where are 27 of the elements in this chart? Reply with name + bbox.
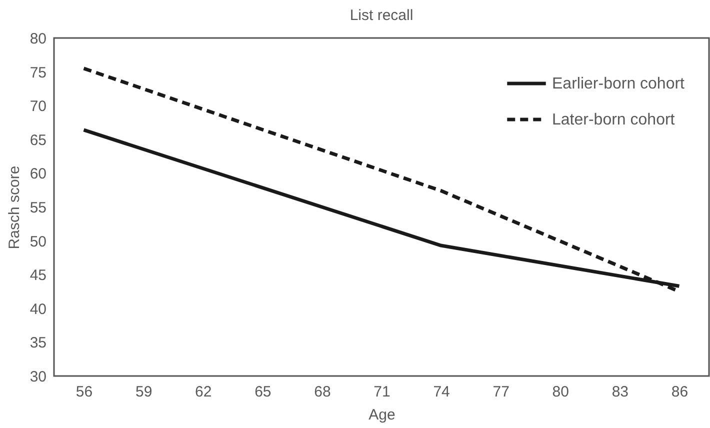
y-tick-label: 65 <box>30 132 46 149</box>
x-tick-label: 68 <box>314 384 331 400</box>
x-tick-label: 80 <box>552 384 569 400</box>
y-tick-label: 30 <box>30 368 46 386</box>
y-tick-label: 35 <box>30 334 46 352</box>
chart-title: List recall <box>350 7 414 24</box>
x-tick-label: 71 <box>374 384 390 400</box>
y-tick-label: 80 <box>30 30 46 48</box>
x-tick-label: 59 <box>135 384 152 400</box>
x-tick-label: 77 <box>492 384 510 400</box>
x-tick-label: 56 <box>76 384 93 400</box>
y-tick-label: 70 <box>30 98 46 116</box>
y-tick-label: 75 <box>30 64 46 82</box>
legend-label: Earlier-born cohort <box>552 76 686 92</box>
y-tick-label: 45 <box>30 267 46 284</box>
y-tick-label: 55 <box>30 200 46 216</box>
legend-label: Later-born cohort <box>552 112 676 128</box>
x-axis-title: Age <box>368 406 396 424</box>
y-axis-title: Rasch score <box>6 166 23 250</box>
x-tick-label: 62 <box>195 384 212 400</box>
y-tick-label: 50 <box>30 233 46 250</box>
x-tick-label: 74 <box>433 384 450 400</box>
x-tick-label: 83 <box>612 384 629 400</box>
x-tick-label: 86 <box>671 384 688 400</box>
y-tick-label: 60 <box>30 166 46 183</box>
y-tick-label: 40 <box>30 300 46 318</box>
x-tick-label: 65 <box>254 384 272 400</box>
